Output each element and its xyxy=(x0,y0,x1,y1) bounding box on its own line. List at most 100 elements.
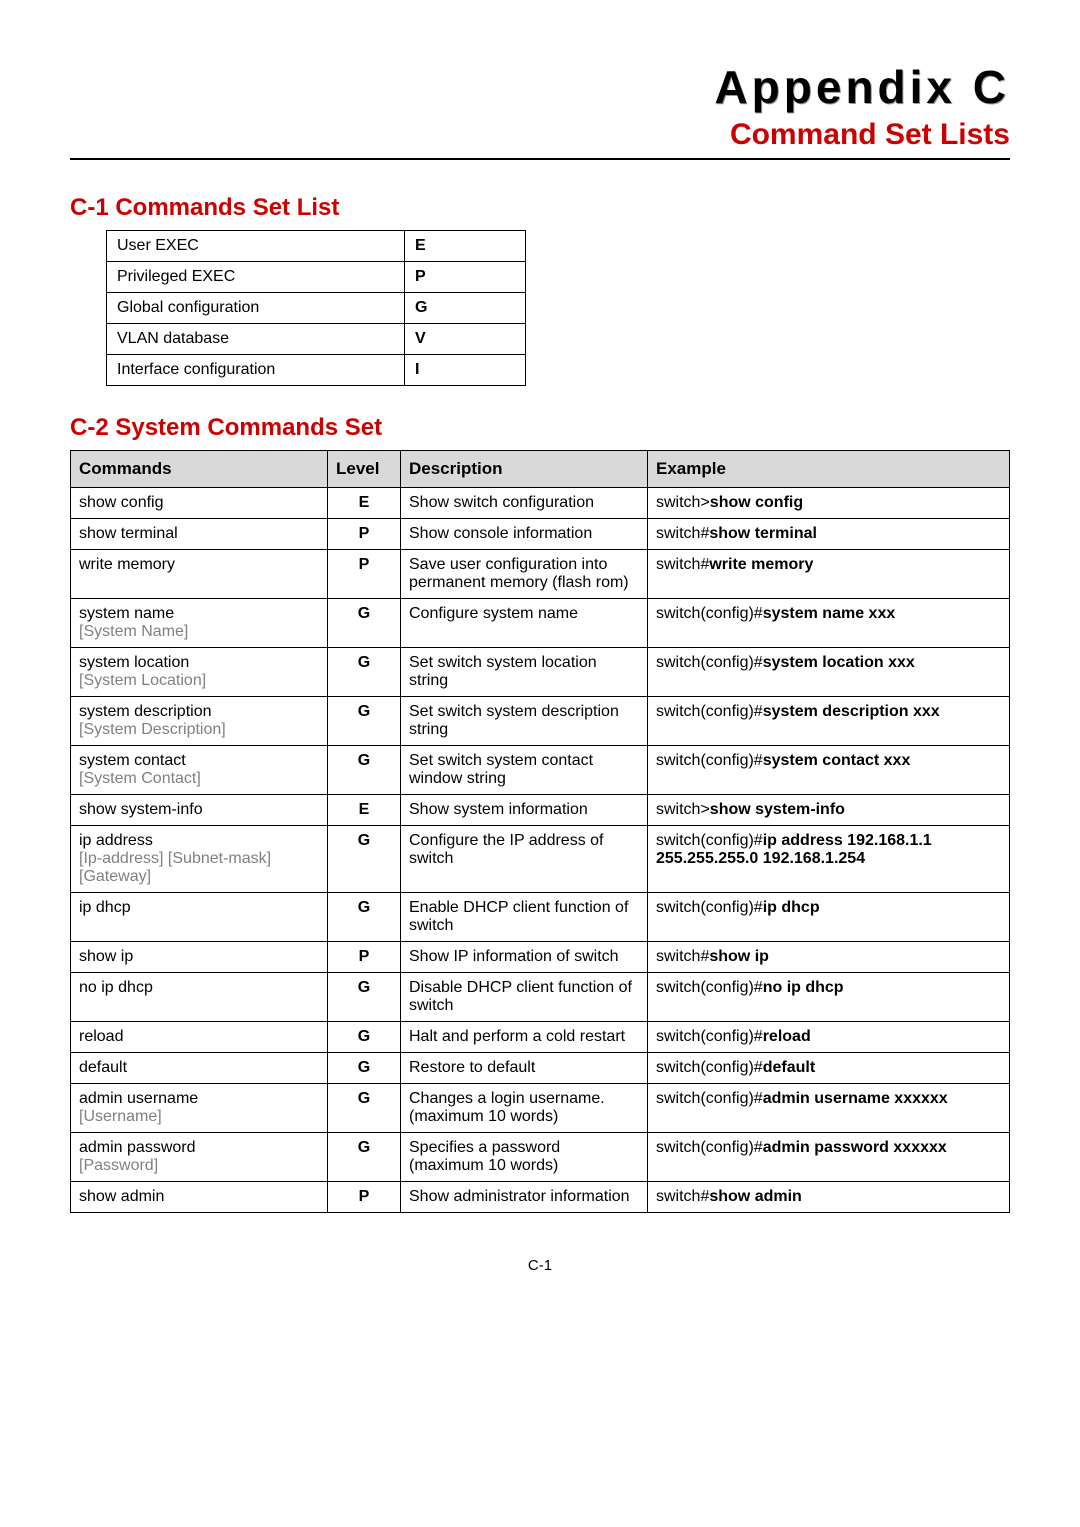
example-command: write memory xyxy=(709,556,813,573)
cell-description: Show system information xyxy=(401,795,648,826)
cell-level: E xyxy=(328,795,401,826)
cell-example: switch(config)#system name xxx xyxy=(648,599,1010,648)
cell-command: show ip xyxy=(71,942,328,973)
example-prefix: switch(config)# xyxy=(656,1059,763,1076)
command-text: admin username xyxy=(79,1090,319,1108)
cell-level: G xyxy=(328,826,401,893)
cell-example: switch(config)#reload xyxy=(648,1022,1010,1053)
command-text: no ip dhcp xyxy=(79,979,319,997)
cell-example: switch(config)#ip dhcp xyxy=(648,893,1010,942)
example-command: show terminal xyxy=(709,525,817,542)
col-commands: Commands xyxy=(71,451,328,488)
table-row: reloadGHalt and perform a cold restartsw… xyxy=(71,1022,1010,1053)
command-text: show system-info xyxy=(79,801,319,819)
cell-level: G xyxy=(328,1022,401,1053)
cell-description: Set switch system location string xyxy=(401,648,648,697)
cell-description: Enable DHCP client function of switch xyxy=(401,893,648,942)
cell-example: switch#show terminal xyxy=(648,519,1010,550)
cell-description: Disable DHCP client function of switch xyxy=(401,973,648,1022)
table-row: User EXECE xyxy=(107,231,526,262)
cell-command: write memory xyxy=(71,550,328,599)
example-command: admin username xxxxxx xyxy=(763,1090,948,1107)
cell-command: ip dhcp xyxy=(71,893,328,942)
table-c2-header-row: Commands Level Description Example xyxy=(71,451,1010,488)
cell-example: switch(config)#system description xxx xyxy=(648,697,1010,746)
section-c1-heading: C-1 Commands Set List xyxy=(70,194,1010,222)
example-command: system location xxx xyxy=(763,654,915,671)
cell-command: system contact[System Contact] xyxy=(71,746,328,795)
table-row: ip dhcpGEnable DHCP client function of s… xyxy=(71,893,1010,942)
cell-example: switch(config)#admin username xxxxxx xyxy=(648,1084,1010,1133)
example-command: system name xxx xyxy=(763,605,896,622)
mode-name: Interface configuration xyxy=(107,355,405,386)
mode-name: Privileged EXEC xyxy=(107,262,405,293)
cell-level: E xyxy=(328,488,401,519)
cell-description: Configure the IP address of switch xyxy=(401,826,648,893)
mode-code: V xyxy=(405,324,526,355)
command-text: default xyxy=(79,1059,319,1077)
table-row: Global configurationG xyxy=(107,293,526,324)
command-text: system location xyxy=(79,654,319,672)
table-row: ip address[Ip-address] [Subnet-mask] [Ga… xyxy=(71,826,1010,893)
table-row: system contact[System Contact]GSet switc… xyxy=(71,746,1010,795)
example-prefix: switch(config)# xyxy=(656,605,763,622)
cell-description: Show console information xyxy=(401,519,648,550)
col-level: Level xyxy=(328,451,401,488)
example-command: show config xyxy=(710,494,803,511)
cell-description: Specifies a password (maximum 10 words) xyxy=(401,1133,648,1182)
table-row: show ipPShow IP information of switch swi… xyxy=(71,942,1010,973)
cell-example: switch(config)#admin password xxxxxx xyxy=(648,1133,1010,1182)
cell-example: switch#show admin xyxy=(648,1182,1010,1213)
example-prefix: switch# xyxy=(656,1188,709,1205)
example-command: show admin xyxy=(709,1188,801,1205)
col-description: Description xyxy=(401,451,648,488)
section-c2-heading: C-2 System Commands Set xyxy=(70,414,1010,442)
cell-command: show terminal xyxy=(71,519,328,550)
cell-level: G xyxy=(328,1053,401,1084)
cell-level: G xyxy=(328,746,401,795)
example-command: ip dhcp xyxy=(763,899,820,916)
example-command: reload xyxy=(763,1028,811,1045)
cell-level: P xyxy=(328,519,401,550)
example-prefix: switch# xyxy=(656,525,709,542)
header: Appendix C Command Set Lists xyxy=(70,60,1010,160)
table-row: show adminPShow administrator informatio… xyxy=(71,1182,1010,1213)
command-text: reload xyxy=(79,1028,319,1046)
cell-command: system description[System Description] xyxy=(71,697,328,746)
example-prefix: switch(config)# xyxy=(656,899,763,916)
example-prefix: switch> xyxy=(656,494,710,511)
cell-description: Save user configuration into permanent m… xyxy=(401,550,648,599)
cell-example: switch(config)#system contact xxx xyxy=(648,746,1010,795)
cell-description: Show IP information of switch xyxy=(401,942,648,973)
table-row: Privileged EXECP xyxy=(107,262,526,293)
mode-name: Global configuration xyxy=(107,293,405,324)
cell-level: P xyxy=(328,942,401,973)
table-row: no ip dhcpGDisable DHCP client function … xyxy=(71,973,1010,1022)
command-param: [System Name] xyxy=(79,623,319,641)
cell-level: G xyxy=(328,648,401,697)
example-command: no ip dhcp xyxy=(763,979,844,996)
cell-example: switch(config)#default xyxy=(648,1053,1010,1084)
example-prefix: switch# xyxy=(656,948,709,965)
command-param: [System Contact] xyxy=(79,770,319,788)
command-text: write memory xyxy=(79,556,319,574)
example-command: system contact xxx xyxy=(763,752,911,769)
command-param: [Ip-address] [Subnet-mask] [Gateway] xyxy=(79,850,319,886)
cell-description: Configure system name xyxy=(401,599,648,648)
table-c2: Commands Level Description Example show … xyxy=(70,450,1010,1213)
command-param: [System Location] xyxy=(79,672,319,690)
command-param: [System Description] xyxy=(79,721,319,739)
cell-command: admin password[Password] xyxy=(71,1133,328,1182)
cell-command: no ip dhcp xyxy=(71,973,328,1022)
cell-description: Set switch system description string xyxy=(401,697,648,746)
page-footer: C-1 xyxy=(70,1257,1010,1274)
cell-example: switch(config)#no ip dhcp xyxy=(648,973,1010,1022)
cell-command: system location[System Location] xyxy=(71,648,328,697)
cell-command: default xyxy=(71,1053,328,1084)
command-text: admin password xyxy=(79,1139,319,1157)
subtitle: Command Set Lists xyxy=(70,118,1010,152)
cell-command: show admin xyxy=(71,1182,328,1213)
cell-description: Show administrator information xyxy=(401,1182,648,1213)
example-prefix: switch(config)# xyxy=(656,979,763,996)
table-row: show terminalPShow console informationsw… xyxy=(71,519,1010,550)
